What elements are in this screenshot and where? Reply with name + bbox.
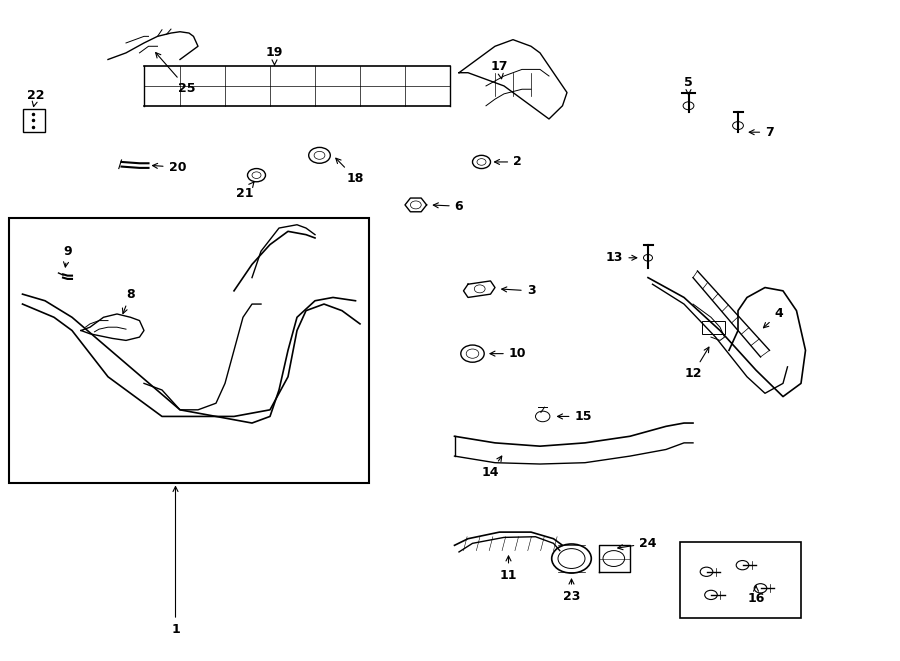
- Text: 5: 5: [684, 76, 693, 95]
- Text: 15: 15: [557, 410, 592, 423]
- Text: 2: 2: [494, 155, 522, 169]
- Bar: [680, 542, 801, 618]
- Text: 16: 16: [747, 586, 765, 605]
- Text: 1: 1: [171, 486, 180, 636]
- Text: 11: 11: [500, 556, 518, 582]
- Text: 10: 10: [490, 347, 526, 360]
- Text: 23: 23: [562, 579, 580, 603]
- Text: 25: 25: [156, 53, 196, 95]
- Bar: [9, 218, 369, 483]
- Text: 20: 20: [152, 161, 186, 174]
- Text: 6: 6: [433, 200, 464, 213]
- Text: 14: 14: [482, 456, 501, 479]
- Text: 4: 4: [763, 307, 783, 328]
- Text: 24: 24: [617, 537, 657, 550]
- Text: 21: 21: [236, 182, 255, 200]
- Bar: [22, 109, 45, 132]
- Text: 12: 12: [684, 347, 709, 380]
- Text: 19: 19: [266, 46, 284, 65]
- Text: 9: 9: [63, 245, 72, 267]
- Text: 17: 17: [491, 59, 508, 79]
- Text: 18: 18: [336, 158, 364, 185]
- Text: 13: 13: [606, 251, 637, 264]
- Text: 7: 7: [749, 126, 774, 139]
- Text: 3: 3: [501, 284, 536, 297]
- Bar: [702, 321, 724, 334]
- Text: 22: 22: [27, 89, 45, 106]
- Text: 8: 8: [122, 288, 135, 313]
